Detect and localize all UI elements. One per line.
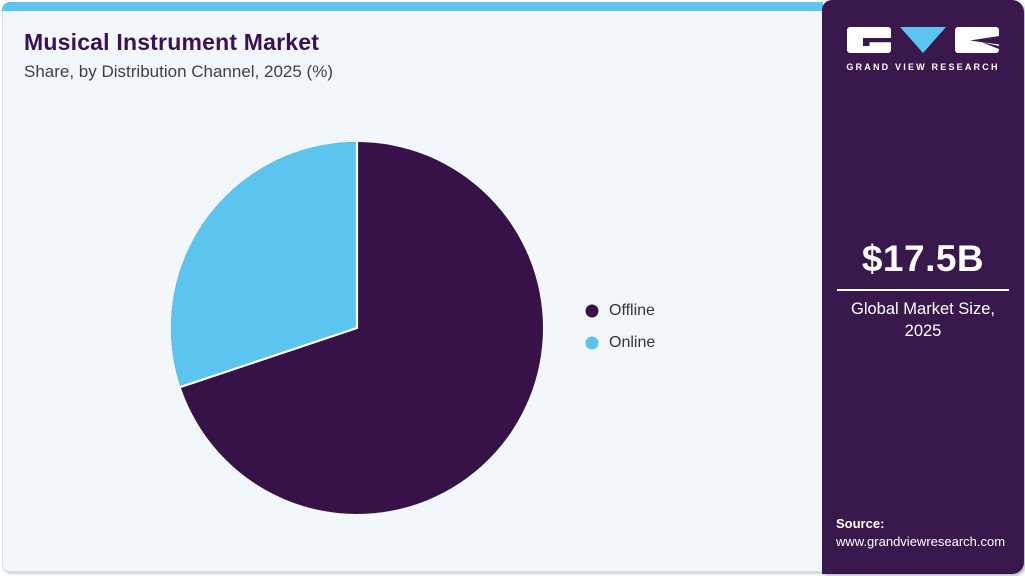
legend: Offline Online	[585, 300, 655, 364]
gvr-logo: GRAND VIEW RESEARCH	[822, 27, 1024, 72]
market-size-callout: $17.5B Global Market Size, 2025	[822, 238, 1024, 343]
logo-v-icon	[900, 27, 946, 53]
chart-card: Musical Instrument Market Share, by Dist…	[2, 2, 823, 572]
market-size-divider	[837, 289, 1009, 291]
logo-r-icon	[955, 27, 999, 53]
sidebar: GRAND VIEW RESEARCH $17.5B Global Market…	[822, 0, 1024, 574]
legend-dot-online-icon	[585, 336, 599, 350]
brand-name: GRAND VIEW RESEARCH	[846, 62, 1000, 72]
pie-chart-svg	[170, 142, 543, 514]
pie-slice-borders	[180, 142, 359, 389]
pie-slice-online	[170, 142, 357, 387]
legend-item-online: Online	[585, 332, 655, 354]
source-block: Source: www.grandviewresearch.com	[836, 515, 1005, 551]
page-subtitle: Share, by Distribution Channel, 2025 (%)	[24, 62, 333, 81]
source-label: Source:	[836, 516, 885, 532]
logo-g-icon	[847, 27, 891, 53]
page-title: Musical Instrument Market	[24, 29, 320, 55]
legend-label-online: Online	[609, 334, 656, 351]
market-size-label-line1: Global Market Size,	[851, 300, 995, 318]
source-url[interactable]: www.grandviewresearch.com	[836, 534, 1006, 550]
market-size-value: $17.5B	[861, 238, 985, 279]
legend-dot-offline-icon	[585, 304, 599, 318]
pie-chart	[167, 138, 547, 518]
top-accent-bar	[2, 2, 823, 11]
market-size-label-line2: 2025	[904, 321, 942, 340]
legend-label-offline: Offline	[609, 302, 655, 319]
legend-item-offline: Offline	[585, 300, 655, 322]
